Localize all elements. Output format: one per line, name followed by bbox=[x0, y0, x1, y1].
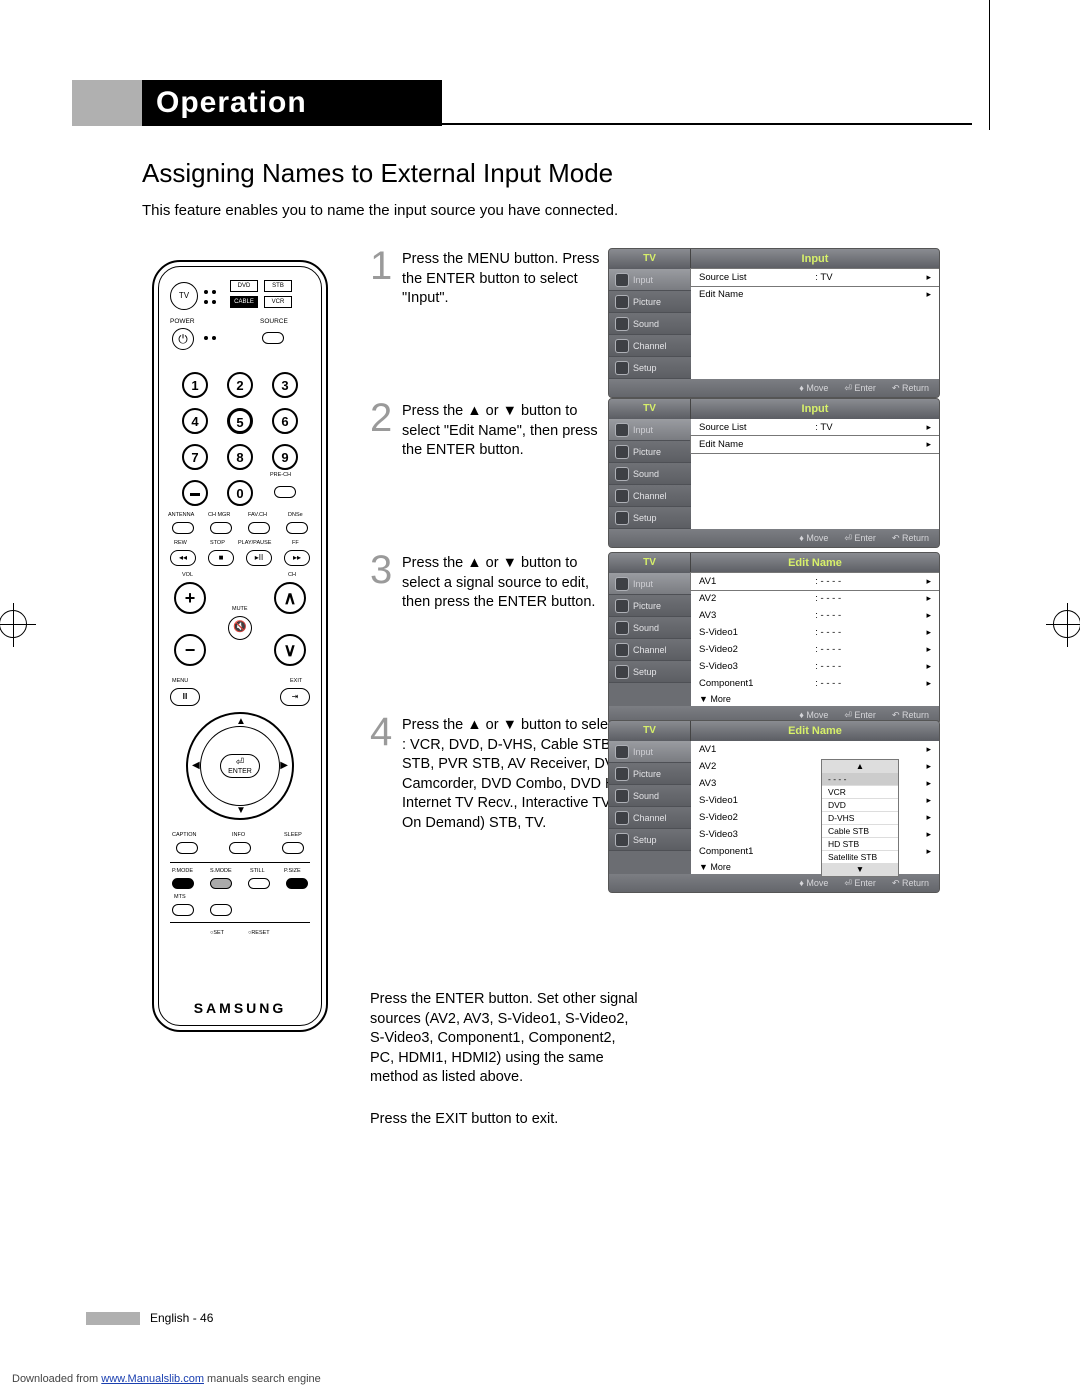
step-text: Press the MENU button. Press the ENTER b… bbox=[402, 250, 600, 309]
osd-screen-3: TVEdit Name InputPictureSoundChannelSetu… bbox=[608, 552, 940, 725]
label-antenna: ANTENNA bbox=[168, 512, 194, 518]
label-psize: P.SIZE bbox=[284, 868, 301, 874]
vol-up: + bbox=[174, 582, 206, 614]
mode-vcr: VCR bbox=[264, 296, 292, 308]
label-enter: ENTER bbox=[228, 768, 252, 775]
label-set: SET bbox=[213, 930, 224, 936]
label-smode: S.MODE bbox=[210, 868, 232, 874]
remote-tv-button: TV bbox=[170, 282, 198, 310]
dash-button bbox=[182, 480, 208, 506]
power-button: ⏻ bbox=[172, 328, 194, 350]
source-button bbox=[262, 332, 284, 344]
step-2: 2 Press the ▲ or ▼ button to select "Edi… bbox=[370, 402, 600, 512]
dl-post: manuals search engine bbox=[204, 1373, 321, 1385]
osd-screen-2: TVInput InputPictureSoundChannelSetup So… bbox=[608, 398, 940, 548]
label-prech: PRE-CH bbox=[270, 472, 291, 478]
rew-button: ◂◂ bbox=[170, 550, 196, 566]
dl-link[interactable]: www.Manualslib.com bbox=[101, 1373, 204, 1385]
ch-down: ∨ bbox=[274, 634, 306, 666]
label-source: SOURCE bbox=[260, 318, 288, 325]
label-mute: MUTE bbox=[232, 606, 248, 612]
num-6: 6 bbox=[272, 408, 298, 434]
play-button: ▸II bbox=[246, 550, 272, 566]
exit-button: ⇥ bbox=[280, 688, 310, 706]
header-accent bbox=[72, 80, 142, 126]
label-chmgr: CH MGR bbox=[208, 512, 230, 518]
prech-button bbox=[274, 486, 296, 498]
crop-mark bbox=[989, 0, 990, 130]
step-text: Press the ▲ or ▼ button to select "Edit … bbox=[402, 402, 600, 461]
vol-down: − bbox=[174, 634, 206, 666]
registration-mark bbox=[0, 610, 27, 638]
step-number: 1 bbox=[370, 244, 392, 289]
label-menu: MENU bbox=[172, 678, 188, 684]
num-8: 8 bbox=[227, 444, 253, 470]
ff-button: ▸▸ bbox=[284, 550, 310, 566]
step-number: 2 bbox=[370, 396, 392, 441]
after-text-1: Press the ENTER button. Set other signal… bbox=[370, 990, 640, 1088]
num-9: 9 bbox=[272, 444, 298, 470]
remote-brand: SAMSUNG bbox=[152, 1000, 328, 1016]
label-stop: STOP bbox=[210, 540, 225, 546]
after-steps: Press the ENTER button. Set other signal… bbox=[370, 990, 640, 1129]
num-2: 2 bbox=[227, 372, 253, 398]
footer-accent bbox=[86, 1312, 140, 1325]
registration-mark bbox=[1053, 610, 1080, 638]
step-1: 1 Press the MENU button. Press the ENTER… bbox=[370, 250, 600, 360]
step-number: 3 bbox=[370, 548, 392, 593]
section-header: Operation bbox=[142, 80, 442, 126]
label-play: PLAY/PAUSE bbox=[238, 540, 271, 546]
step-number: 4 bbox=[370, 710, 392, 755]
footer-page: English - 46 bbox=[150, 1311, 213, 1325]
label-ch: CH bbox=[288, 572, 296, 578]
num-0: 0 bbox=[227, 480, 253, 506]
label-mts: MTS bbox=[174, 894, 186, 900]
label-sleep: SLEEP bbox=[284, 832, 302, 838]
step-4: 4 Press the ▲ or ▼ button to select the … bbox=[370, 716, 600, 833]
osd-screen-1: TVInput InputPictureSoundChannelSetup So… bbox=[608, 248, 940, 398]
label-pmode: P.MODE bbox=[172, 868, 193, 874]
mode-stb: STB bbox=[264, 280, 292, 292]
label-rew: REW bbox=[174, 540, 187, 546]
menu-button: Ⅲ bbox=[170, 688, 200, 706]
mode-cable: CABLE bbox=[230, 296, 258, 308]
num-5: 5 bbox=[227, 408, 253, 434]
remote-illustration: TV DVD STB CABLE VCR POWER SOURCE ⏻ 1 2 … bbox=[152, 260, 328, 1032]
ch-up: ∧ bbox=[274, 582, 306, 614]
mute-button: 🔇 bbox=[228, 616, 252, 640]
label-dnse: DNSe bbox=[288, 512, 303, 518]
label-info: INFO bbox=[232, 832, 245, 838]
step-3: 3 Press the ▲ or ▼ button to select a si… bbox=[370, 554, 600, 674]
mode-dvd: DVD bbox=[230, 280, 258, 292]
label-exit: EXIT bbox=[290, 678, 302, 684]
page-title: Assigning Names to External Input Mode bbox=[142, 158, 613, 189]
intro-text: This feature enables you to name the inp… bbox=[142, 202, 618, 219]
header-rule bbox=[442, 123, 972, 125]
num-1: 1 bbox=[182, 372, 208, 398]
dl-pre: Downloaded from bbox=[12, 1373, 101, 1385]
dpad: ⏎ENTER ▲ ▼ ◀ ▶ bbox=[186, 712, 294, 820]
label-ff: FF bbox=[292, 540, 299, 546]
step-text: Press the ▲ or ▼ button to select a sign… bbox=[402, 554, 600, 613]
stop-button: ■ bbox=[208, 550, 234, 566]
num-4: 4 bbox=[182, 408, 208, 434]
label-power: POWER bbox=[170, 318, 195, 325]
after-text-2: Press the EXIT button to exit. bbox=[370, 1110, 640, 1130]
label-favch: FAV.CH bbox=[248, 512, 267, 518]
label-caption: CAPTION bbox=[172, 832, 196, 838]
label-still: STILL bbox=[250, 868, 265, 874]
num-7: 7 bbox=[182, 444, 208, 470]
label-vol: VOL bbox=[182, 572, 193, 578]
label-reset: RESET bbox=[251, 930, 269, 936]
download-note: Downloaded from www.Manualslib.com manua… bbox=[12, 1373, 321, 1385]
num-3: 3 bbox=[272, 372, 298, 398]
osd-screen-4: TVEdit Name InputPictureSoundChannelSetu… bbox=[608, 720, 940, 893]
